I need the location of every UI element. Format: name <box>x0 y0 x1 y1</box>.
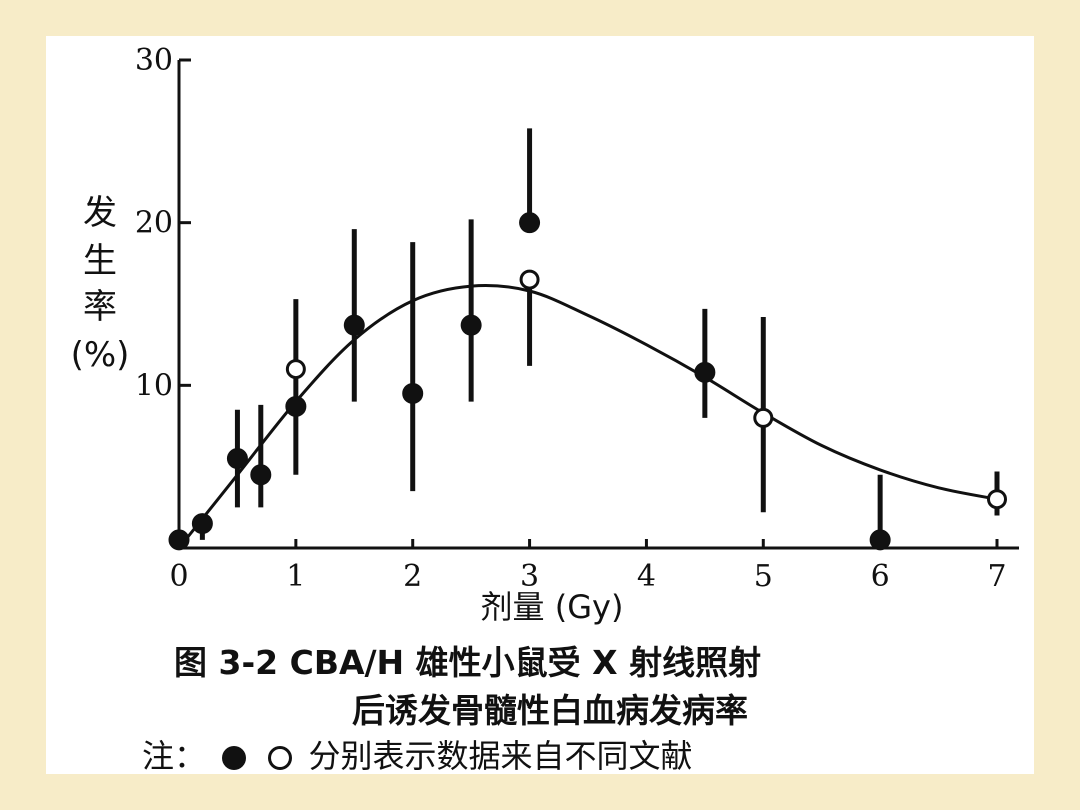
figure-panel: 0 1 2 3 4 5 6 7 10 20 30 发生率 (%) 剂量 (Gy) 图 3-2 CBA/… <box>46 36 1034 777</box>
filled-circle-icon <box>222 746 247 770</box>
open-circle-icon <box>268 746 293 770</box>
data-point-open <box>285 359 306 380</box>
data-point-filled <box>168 529 190 551</box>
data-markers <box>168 212 1007 551</box>
data-point-filled <box>402 382 424 404</box>
data-point-filled <box>250 464 272 486</box>
y-axis-label-part: 生 <box>83 241 117 281</box>
y-axis-label-part: (%) <box>71 335 130 375</box>
data-point-filled <box>519 212 541 234</box>
data-point-filled <box>191 513 213 535</box>
data-point-filled <box>343 314 365 336</box>
axes: 0 1 2 3 4 5 6 7 10 20 30 <box>135 43 1019 594</box>
x-tick-label: 7 <box>987 559 1006 594</box>
x-tick-label: 6 <box>871 559 890 594</box>
y-axis-label: 发生率 (%) <box>71 193 130 375</box>
chart: 0 1 2 3 4 5 6 7 10 20 30 发生率 (%) 剂量 (Gy) <box>71 43 1019 626</box>
x-tick-label: 1 <box>286 559 305 594</box>
x-tick-label: 2 <box>403 559 422 594</box>
x-tick-label: 4 <box>637 559 656 594</box>
note: 注： 分别表示数据来自不同文献 <box>142 731 693 777</box>
data-point-filled <box>285 395 307 417</box>
data-point-open <box>519 269 540 290</box>
y-tick-label: 10 <box>135 368 173 403</box>
data-point-filled <box>460 314 482 336</box>
data-point-filled <box>226 448 248 470</box>
error-bars <box>199 128 1000 540</box>
caption-line-2: 后诱发骨髓性白血病发病率 <box>352 691 748 730</box>
note-text: 分别表示数据来自不同文献 <box>308 737 693 775</box>
data-point-open <box>987 489 1007 510</box>
x-tick-label: 5 <box>754 559 773 594</box>
data-point-filled <box>869 529 891 551</box>
note-prefix: 注： <box>142 737 207 775</box>
x-tick-label: 3 <box>520 559 539 594</box>
caption-line-1: 图 3-2 CBA/H 雄性小鼠受 X 射线照射 <box>174 643 762 682</box>
y-axis-label-part: 发 <box>83 193 117 233</box>
x-tick-label: 0 <box>169 559 188 594</box>
data-point-filled <box>694 361 716 383</box>
fit-curve <box>177 283 998 549</box>
y-axis-label-part: 率 <box>83 287 117 327</box>
x-axis-label: 剂量 (Gy) <box>481 588 624 626</box>
y-tick-label: 20 <box>135 206 173 241</box>
data-point-open <box>753 407 774 428</box>
y-tick-label: 30 <box>135 43 173 78</box>
